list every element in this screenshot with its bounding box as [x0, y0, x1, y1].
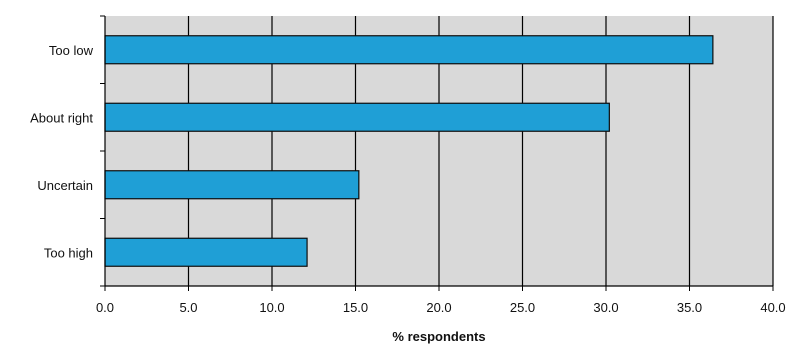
- x-axis-title: % respondents: [392, 329, 485, 344]
- x-tick-label: 10.0: [259, 300, 284, 315]
- x-tick-label: 5.0: [179, 300, 197, 315]
- x-tick-label: 40.0: [760, 300, 785, 315]
- bar-too-low: [104, 35, 714, 65]
- axes: [100, 15, 774, 291]
- bar-uncertain: [104, 170, 360, 200]
- category-label: Too low: [49, 43, 94, 58]
- x-tick-labels: 0.0 5.0 10.0 15.0 20.0 25.0 30.0 35.0 40.0: [96, 300, 786, 315]
- x-tick-label: 20.0: [426, 300, 451, 315]
- bar-about-right: [104, 102, 610, 132]
- category-label: Too high: [44, 245, 93, 260]
- x-tick-label: 15.0: [343, 300, 368, 315]
- x-tick-label: 35.0: [677, 300, 702, 315]
- x-tick-label: 30.0: [593, 300, 618, 315]
- category-label: About right: [30, 110, 93, 125]
- category-label: Uncertain: [37, 178, 93, 193]
- category-labels: Too low About right Uncertain Too high: [30, 43, 93, 261]
- bar-too-high: [104, 237, 308, 267]
- x-tick-label: 25.0: [510, 300, 535, 315]
- x-tick-label: 0.0: [96, 300, 114, 315]
